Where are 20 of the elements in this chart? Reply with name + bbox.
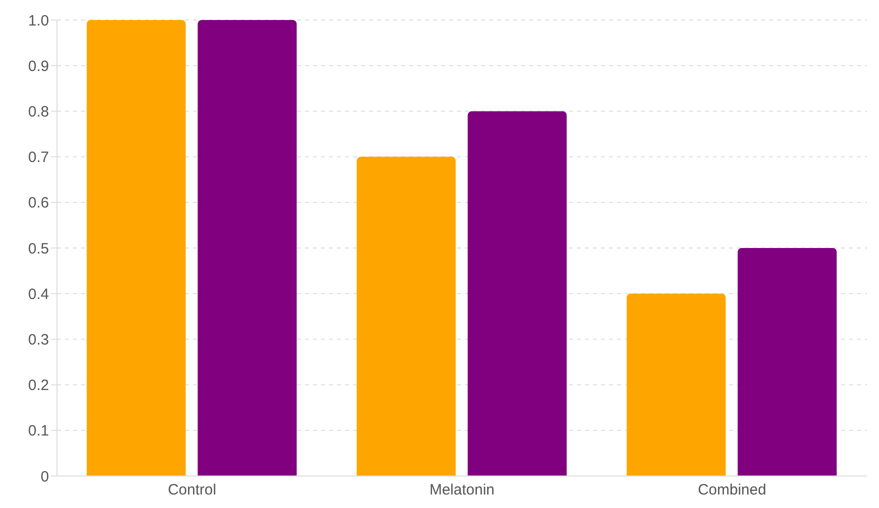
bar bbox=[626, 294, 726, 476]
x-tick-label: Control bbox=[168, 482, 216, 499]
bar bbox=[198, 20, 297, 476]
bar bbox=[468, 111, 567, 476]
y-tick-label: 0.2 bbox=[28, 377, 49, 394]
y-tick-label: 1.0 bbox=[28, 12, 49, 30]
y-tick-label: 0.3 bbox=[28, 332, 49, 349]
y-tick-label: 0.9 bbox=[28, 58, 49, 75]
y-tick-label: 0 bbox=[40, 468, 49, 486]
y-tick-label: 0.8 bbox=[28, 104, 49, 121]
bar bbox=[356, 156, 456, 476]
y-tick-label: 0.4 bbox=[28, 286, 49, 303]
y-tick-label: 0.1 bbox=[28, 422, 49, 440]
bar bbox=[738, 248, 837, 476]
x-tick-label: Melatonin bbox=[429, 482, 495, 499]
x-tick-label: Combined bbox=[698, 482, 766, 499]
y-tick-label: 0.6 bbox=[28, 194, 49, 212]
y-tick-label: 0.5 bbox=[28, 240, 49, 258]
bar bbox=[86, 20, 186, 476]
y-tick-label: 0.7 bbox=[28, 149, 49, 166]
